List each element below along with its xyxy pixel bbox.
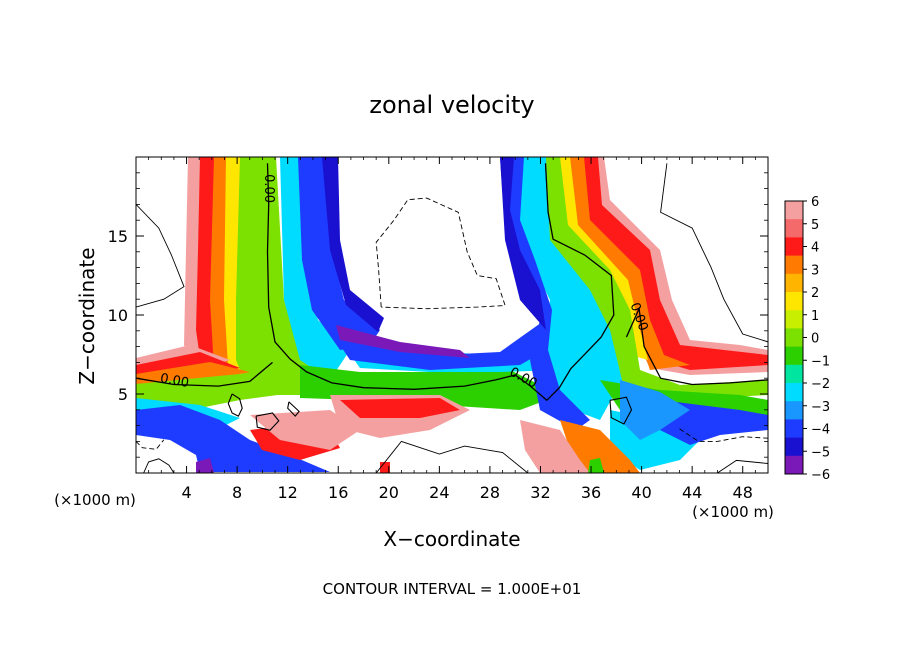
- colorbar-tick-label: 1: [811, 309, 819, 324]
- field-right-jet-cyan: [512, 157, 622, 420]
- field-right-low-blue2: [620, 380, 690, 440]
- colorbar-swatch: [785, 346, 803, 366]
- colorbar-swatch: [785, 437, 803, 457]
- closed-contour-line: [609, 396, 633, 425]
- contour-label: 0.00: [159, 371, 190, 391]
- field-left-low-purple: [196, 458, 214, 473]
- field-mid-band-purple: [336, 325, 470, 358]
- closed-contour-line: [227, 393, 243, 417]
- colorbar-tick-label: 5: [811, 218, 819, 233]
- field-left-jet-blue: [298, 157, 380, 350]
- zero-contour-line: [625, 306, 768, 386]
- colorbar: 6 5 4 3 2 1 0 −1 −2 −3 −4 −5 −6: [784, 195, 830, 483]
- field-right-jet-green: [540, 157, 768, 400]
- colorbar-tick-label: −3: [811, 400, 830, 415]
- positive-contour-line: [136, 204, 185, 308]
- y-axis: 5 10 15: [108, 172, 768, 458]
- colorbar-swatch: [785, 364, 803, 384]
- colorbar-swatch: [785, 455, 803, 475]
- field-bottom-orange: [560, 420, 640, 473]
- x-axis: 4 8 12 16 20 24 28 32 36 40 44 48: [148, 157, 756, 502]
- colorbar-swatch: [785, 401, 803, 420]
- colorbar-swatch: [785, 201, 803, 220]
- colorbar-tick-label: 2: [811, 286, 819, 301]
- colorbar-tick-label: 4: [811, 241, 819, 256]
- field-right-jet-orange: [566, 157, 690, 370]
- field-left-jet-cyan: [280, 157, 350, 380]
- contour-label: 0.00: [261, 174, 276, 203]
- colorbar-tick-label: 0: [811, 332, 819, 347]
- colorbar-swatch: [785, 419, 803, 439]
- field-left-low-green: [136, 372, 300, 410]
- colorbar-tick-label: −1: [811, 354, 830, 369]
- y-tick-label: 5: [118, 385, 128, 404]
- x-tick-label: 28: [480, 483, 500, 502]
- colorbar-swatch: [785, 237, 803, 257]
- negative-contour-line: [375, 197, 506, 310]
- x-tick-label: 32: [530, 483, 550, 502]
- contour-interval-footer: CONTOUR INTERVAL = 1.000E+01: [323, 580, 582, 598]
- x-tick-label: 16: [328, 483, 348, 502]
- negative-contour-line: [679, 428, 768, 442]
- zero-contour-line: [136, 361, 273, 387]
- field-left-low-blue: [136, 405, 330, 472]
- y-tick-label: 15: [108, 227, 128, 246]
- x-tick-label: 12: [278, 483, 298, 502]
- colorbar-swatch: [785, 273, 803, 293]
- colorbar-swatch: [785, 292, 803, 311]
- x-axis-label: X−coordinate: [383, 527, 520, 551]
- x-unit-label-right: (×1000 m): [692, 503, 774, 521]
- y-tick-label: 10: [108, 306, 128, 325]
- positive-contour-line: [143, 458, 175, 473]
- field-right-jet-darkblue: [500, 157, 546, 330]
- colorbar-tick-label: −6: [811, 468, 830, 483]
- colorbar-tick-label: −5: [811, 445, 830, 460]
- colorbar-tick-label: 3: [811, 263, 819, 278]
- field-bottom-pink: [520, 420, 590, 473]
- closed-contour-line: [255, 412, 280, 431]
- positive-contour-line: [375, 440, 529, 473]
- zero-contour-line: [266, 163, 615, 402]
- colorbar-swatch: [785, 383, 803, 402]
- colorbar-tick-label: −2: [811, 377, 830, 392]
- field-right-jet-blue: [500, 157, 590, 430]
- field-lower-red2: [340, 398, 460, 418]
- contour-lines: [136, 163, 768, 473]
- field-right-jet-pink: [566, 157, 768, 375]
- x-tick-label: 4: [181, 483, 191, 502]
- x-unit-label-left: (×1000 m): [54, 491, 136, 509]
- positive-contour-line: [660, 163, 768, 343]
- colorbar-tick-label: 6: [811, 195, 819, 210]
- colorbar-swatch: [785, 310, 803, 329]
- colorbar-tick-label: −4: [811, 423, 830, 438]
- velocity-color-field: [136, 157, 768, 473]
- x-tick-label: 48: [733, 483, 753, 502]
- negative-contour-line: [136, 439, 165, 450]
- x-tick-label: 24: [429, 483, 449, 502]
- positive-contour-line: [717, 459, 768, 473]
- closed-contour-line: [287, 401, 300, 417]
- x-tick-label: 36: [581, 483, 601, 502]
- y-axis-label: Z−coordinate: [75, 247, 99, 384]
- x-tick-label: 8: [232, 483, 242, 502]
- colorbar-swatch: [785, 255, 803, 275]
- field-left-jet-green: [236, 157, 340, 395]
- chart-title: zonal velocity: [369, 91, 534, 119]
- x-tick-label: 20: [379, 483, 399, 502]
- x-tick-label: 44: [682, 483, 702, 502]
- field-bottom-green: [588, 458, 604, 473]
- x-tick-label: 40: [631, 483, 651, 502]
- colorbar-swatch: [785, 219, 803, 238]
- field-left-jet-darkblue: [322, 157, 384, 332]
- colorbar-swatch: [785, 328, 803, 348]
- field-left-low-orange: [136, 362, 250, 386]
- field-mid-band-blue: [330, 320, 555, 370]
